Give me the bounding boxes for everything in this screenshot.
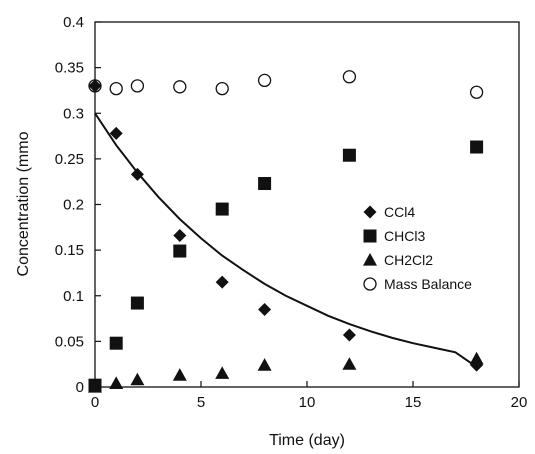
legend-marker-mass-balance xyxy=(363,277,377,291)
x-tick-label: 20 xyxy=(511,394,528,411)
x-tick-label: 10 xyxy=(299,394,316,411)
point-ch2cl2 xyxy=(109,376,124,389)
plot-frame xyxy=(94,21,520,388)
point-ccl4 xyxy=(470,358,484,372)
point-chcl3 xyxy=(258,177,272,191)
x-axis-title: Time (day) xyxy=(269,432,345,449)
point-chcl3 xyxy=(215,202,229,216)
legend-label-chcl3: CHCl3 xyxy=(384,228,425,244)
point-ccl4 xyxy=(258,302,272,316)
x-tick-label: 5 xyxy=(197,394,205,411)
y-tick-label: 0.15 xyxy=(55,242,84,259)
point-mass-balance xyxy=(173,80,187,94)
point-chcl3 xyxy=(173,244,187,258)
point-ch2cl2 xyxy=(215,366,230,379)
legend: CCl4 CHCl3 CH2Cl2 Mass Balance xyxy=(363,204,472,292)
point-ch2cl2 xyxy=(172,368,187,381)
fit-curve xyxy=(94,112,478,368)
legend-label-mass-balance: Mass Balance xyxy=(384,276,472,292)
point-ccl4 xyxy=(342,328,356,342)
y-tick-label: 0 xyxy=(76,379,84,396)
y-tick-label: 0.25 xyxy=(55,151,84,168)
point-ccl4 xyxy=(88,79,102,93)
point-ccl4 xyxy=(215,275,229,289)
y-tick-label: 0.4 xyxy=(63,14,84,31)
fit-curve-line xyxy=(94,112,478,368)
legend-label-ch2cl2: CH2Cl2 xyxy=(384,252,433,268)
data-points xyxy=(88,70,484,393)
y-tick-label: 0.1 xyxy=(63,288,84,305)
x-tick-label: 0 xyxy=(91,394,99,411)
point-ch2cl2 xyxy=(342,357,357,370)
point-mass-balance xyxy=(130,79,145,93)
y-tick-label: 0.35 xyxy=(55,60,84,77)
point-chcl3 xyxy=(342,148,356,162)
point-mass-balance xyxy=(257,73,272,88)
point-ccl4 xyxy=(109,126,123,140)
point-chcl3 xyxy=(130,296,144,310)
point-mass-balance xyxy=(109,81,123,96)
x-tick-label: 15 xyxy=(405,394,422,411)
x-axis: 0 5 10 15 20 xyxy=(91,381,528,411)
point-mass-balance xyxy=(215,81,229,96)
point-ch2cl2 xyxy=(469,351,484,365)
point-mass-balance xyxy=(342,70,357,84)
y-axis: 0 0.05 0.1 0.15 0.2 0.25 0.3 0.35 0.4 xyxy=(55,14,101,396)
point-ch2cl2 xyxy=(257,358,272,371)
y-tick-label: 0.3 xyxy=(63,105,84,122)
point-chcl3 xyxy=(109,336,123,350)
legend-marker-ccl4 xyxy=(363,205,377,219)
y-tick-label: 0.2 xyxy=(63,197,84,214)
legend-label-ccl4: CCl4 xyxy=(384,204,415,220)
point-ccl4 xyxy=(130,167,144,181)
y-axis-title: Concentration (mmo xyxy=(15,131,32,276)
point-chcl3 xyxy=(470,140,484,154)
legend-marker-chcl3 xyxy=(363,229,377,243)
y-tick-label: 0.05 xyxy=(55,333,84,350)
point-mass-balance xyxy=(469,85,484,99)
point-ch2cl2 xyxy=(130,372,145,386)
point-ccl4 xyxy=(173,229,187,243)
legend-marker-ch2cl2 xyxy=(363,253,377,266)
point-ch2cl2 xyxy=(88,380,102,393)
